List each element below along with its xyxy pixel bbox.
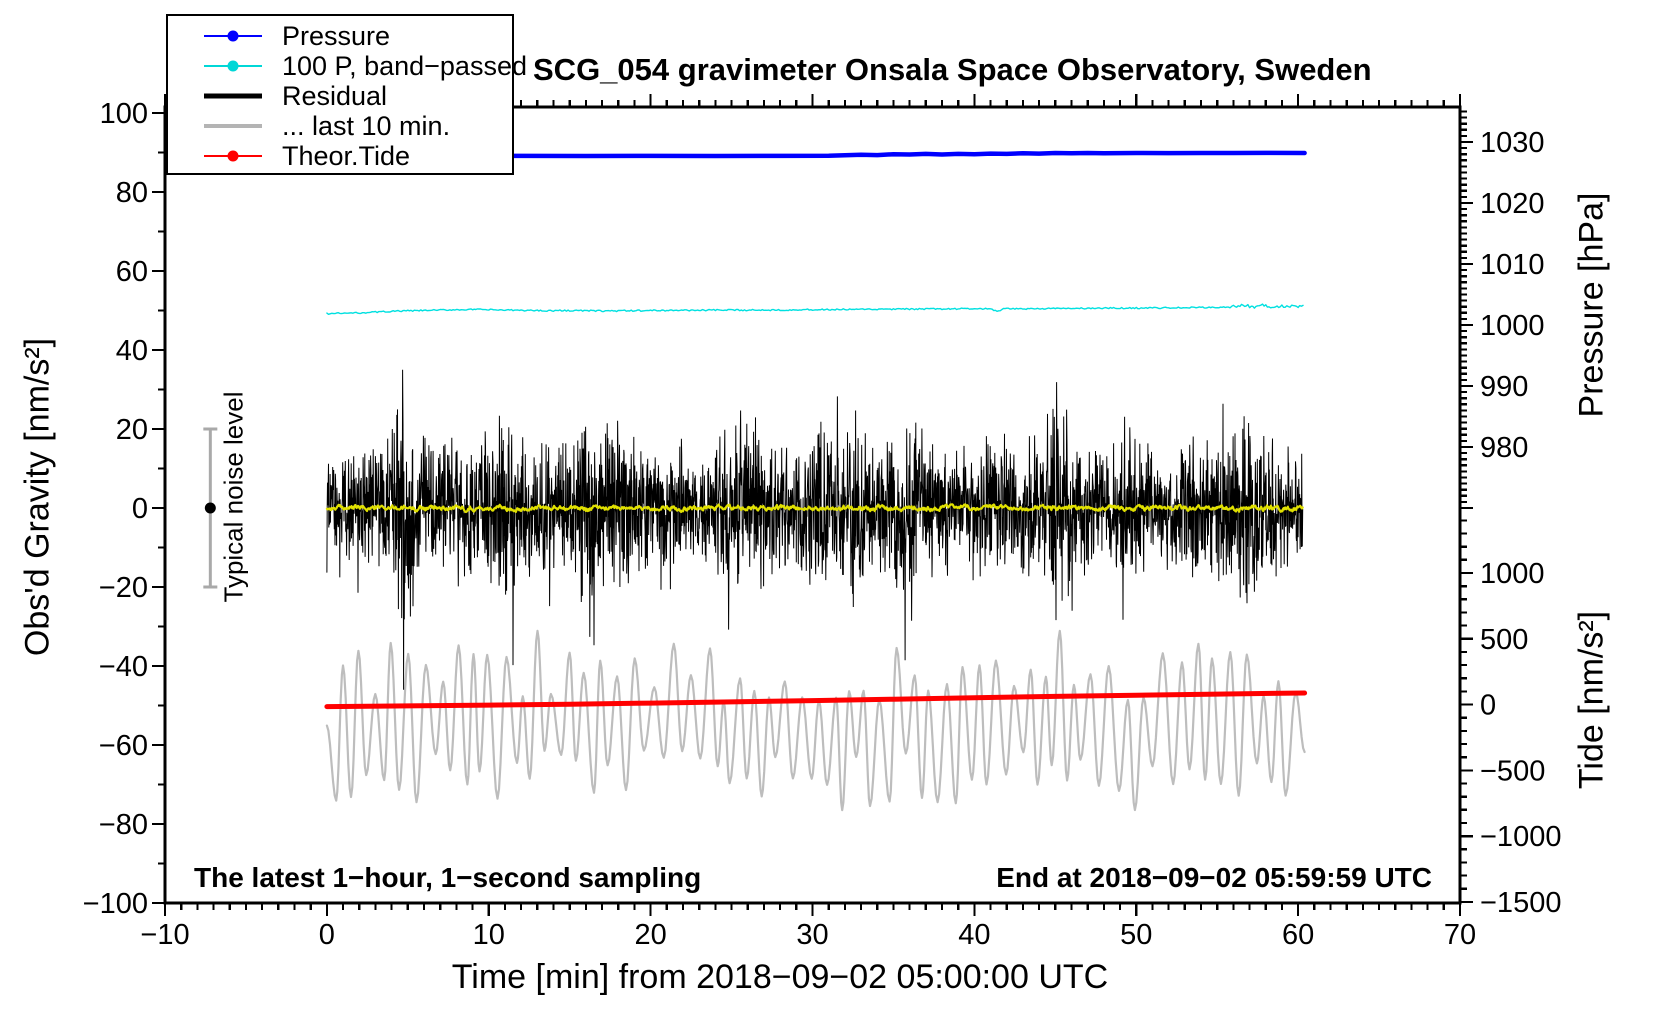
x-tick-label: 20 bbox=[634, 919, 666, 951]
gravity-tick-label: −60 bbox=[99, 730, 148, 762]
theor-tide-series bbox=[324, 690, 1308, 710]
pressure-axis-title: Pressure [hPa] bbox=[1572, 192, 1611, 418]
tide-tick-label: −500 bbox=[1480, 755, 1545, 787]
x-tick-label: 0 bbox=[319, 919, 335, 951]
legend-item-label: ... last 10 min. bbox=[282, 110, 451, 141]
pressure-tick-label: 1020 bbox=[1480, 188, 1545, 220]
legend-item: Pressure bbox=[168, 21, 512, 51]
x-tick-label: 40 bbox=[958, 919, 990, 951]
legend-swatch-line bbox=[204, 124, 262, 128]
tide-axis-title: Tide [nm/s²] bbox=[1572, 610, 1611, 790]
legend-item-label: 100 P, band−passed bbox=[282, 50, 527, 81]
legend-item: ... last 10 min. bbox=[168, 111, 512, 141]
legend-swatch-dot bbox=[227, 60, 239, 72]
tide-tick-label: 500 bbox=[1480, 624, 1528, 656]
gravity-tick-label: 80 bbox=[116, 177, 148, 209]
tide-tick-label: −1000 bbox=[1480, 821, 1561, 853]
100-p-band-passed-series bbox=[326, 303, 1304, 315]
tide-tick-label: −1500 bbox=[1480, 887, 1561, 919]
gravity-tick-label: −40 bbox=[99, 651, 148, 683]
pressure-tick-labels: 1030 1020 1010 1000 990 980 bbox=[1480, 127, 1545, 464]
chart-title: SCG_054 gravimeter Onsala Space Observat… bbox=[533, 52, 1372, 87]
x-tick-label: −10 bbox=[140, 919, 189, 951]
last-10-min-series bbox=[325, 629, 1306, 812]
legend-swatch-dot bbox=[227, 150, 239, 162]
pressure-tick-label: 1030 bbox=[1480, 127, 1545, 159]
x-tick-label: 10 bbox=[473, 919, 505, 951]
pressure-tick-label: 980 bbox=[1480, 432, 1528, 464]
tide-tick-label: 0 bbox=[1480, 690, 1496, 722]
legend-item-label: Residual bbox=[282, 80, 388, 111]
gravity-tick-label: −80 bbox=[99, 809, 148, 841]
gravity-ticks bbox=[152, 111, 165, 905]
legend: Pressure 100 P, band−passed Residual... la… bbox=[166, 14, 527, 175]
x-tick-label: 50 bbox=[1120, 919, 1152, 951]
pressure-ticks bbox=[1460, 110, 1473, 510]
legend-swatch bbox=[204, 119, 262, 133]
gravity-tick-label: 20 bbox=[116, 414, 148, 446]
noise-level-bar bbox=[203, 427, 218, 589]
plot-frame bbox=[163, 105, 1462, 905]
pressure-series bbox=[324, 150, 1307, 159]
residual-smoothed-series bbox=[325, 503, 1304, 514]
gravity-tick-label: −100 bbox=[83, 888, 148, 920]
tide-tick-labels: 1000 500 0 −500 −1000 −1500 bbox=[1480, 558, 1561, 919]
gravity-tick-label: −20 bbox=[99, 572, 148, 604]
legend-swatch bbox=[204, 59, 262, 73]
tide-ticks bbox=[1460, 519, 1473, 904]
gravity-axis-title: Obs'd Gravity [nm/s²] bbox=[18, 337, 57, 657]
legend-item-label: Theor.Tide bbox=[282, 140, 411, 171]
gravity-tick-label: 0 bbox=[132, 493, 148, 525]
legend-swatch-line bbox=[204, 93, 262, 99]
legend-item: Theor.Tide bbox=[168, 141, 512, 171]
residual-series bbox=[326, 369, 1304, 690]
pressure-tick-label: 990 bbox=[1480, 371, 1528, 403]
gravity-tick-labels: −100 −80 −60 −40 −20 0 20 40 60 80 100 bbox=[83, 98, 148, 920]
legend-swatch bbox=[204, 29, 262, 43]
sampling-note: The latest 1−hour, 1−second sampling bbox=[194, 862, 702, 893]
end-time-note: End at 2018−09−02 05:59:59 UTC bbox=[996, 862, 1432, 893]
x-tick-label: 60 bbox=[1282, 919, 1314, 951]
noise-bar-dot bbox=[204, 502, 216, 514]
x-axis-title: Time [min] from 2018−09−02 05:00:00 UTC bbox=[451, 958, 1109, 996]
pressure-tick-label: 1010 bbox=[1480, 249, 1545, 281]
tide-tick-label: 1000 bbox=[1480, 558, 1545, 590]
gravity-tick-label: 100 bbox=[100, 98, 148, 130]
x-tick-label: 70 bbox=[1444, 919, 1476, 951]
legend-swatch bbox=[204, 89, 262, 103]
x-tick-labels: −10 0 10 20 30 40 50 60 70 bbox=[140, 919, 1476, 951]
noise-level-label: Typical noise level bbox=[218, 391, 249, 603]
gravity-tick-label: 60 bbox=[116, 256, 148, 288]
x-tick-label: 30 bbox=[796, 919, 828, 951]
legend-item-label: Pressure bbox=[282, 20, 391, 51]
legend-item: Residual bbox=[168, 81, 512, 111]
gravity-tick-label: 40 bbox=[116, 335, 148, 367]
legend-swatch-dot bbox=[227, 30, 239, 42]
legend-item: 100 P, band−passed bbox=[168, 51, 527, 81]
legend-swatch bbox=[204, 149, 262, 163]
pressure-tick-label: 1000 bbox=[1480, 310, 1545, 342]
